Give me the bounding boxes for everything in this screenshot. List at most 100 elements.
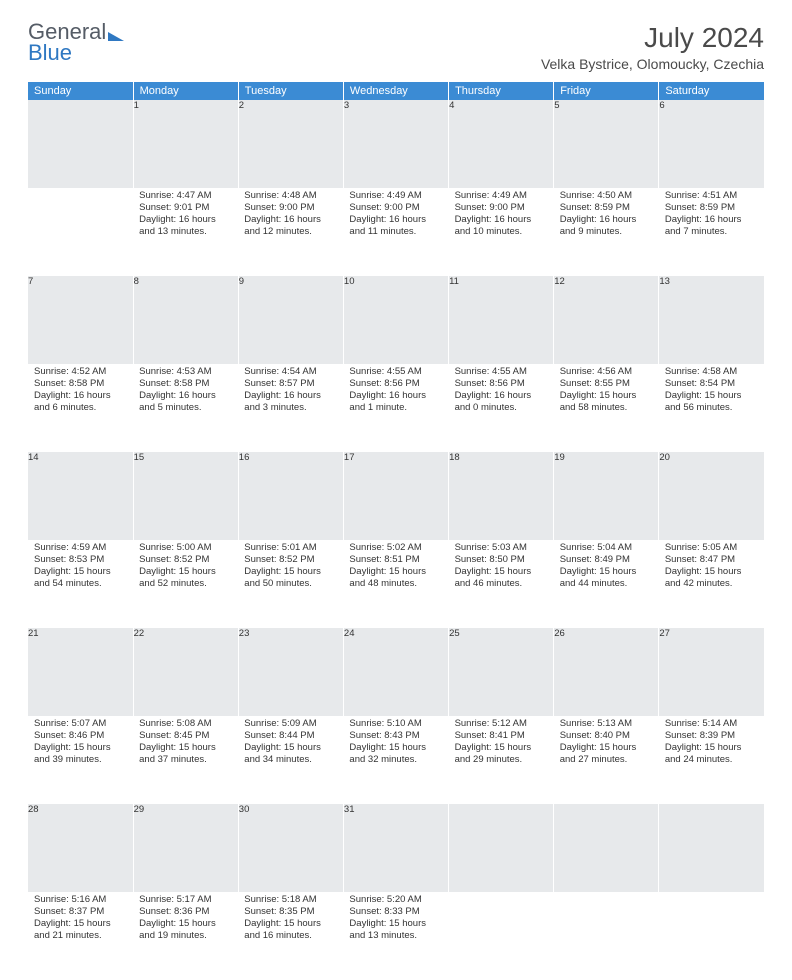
sunset-text: Sunset: 8:56 PM	[455, 378, 548, 390]
sunrise-text: Sunrise: 5:13 AM	[560, 718, 653, 730]
weekday-header: Tuesday	[238, 82, 343, 100]
day-cell: Sunrise: 5:09 AMSunset: 8:44 PMDaylight:…	[238, 716, 343, 804]
sunset-text: Sunset: 8:58 PM	[139, 378, 232, 390]
day-cell: Sunrise: 5:02 AMSunset: 8:51 PMDaylight:…	[343, 540, 448, 628]
day-detail-row: Sunrise: 4:47 AMSunset: 9:01 PM Daylight:…	[28, 188, 764, 276]
daylight-text: Daylight: 15 hours and 54 minutes.	[34, 566, 127, 590]
daylight-text: Daylight: 16 hours and 0 minutes.	[455, 390, 548, 414]
day-number: 31	[343, 804, 448, 892]
title-block: July 2024 Velka Bystrice, Olomoucky, Cze…	[541, 22, 764, 72]
sunset-text: Sunset: 8:56 PM	[349, 378, 442, 390]
weekday-header: Wednesday	[343, 82, 448, 100]
day-number: 13	[659, 276, 764, 364]
day-cell: Sunrise: 4:50 AMSunset: 8:59 PMDaylight:…	[554, 188, 659, 276]
sunset-text: Sunset: 8:40 PM	[560, 730, 653, 742]
day-cell: Sunrise: 4:58 AMSunset: 8:54 PMDaylight:…	[659, 364, 764, 452]
day-number: 3	[343, 100, 448, 188]
daylight-text: Daylight: 16 hours and 10 minutes.	[455, 214, 548, 238]
daylight-text: Daylight: 15 hours and 29 minutes.	[455, 742, 548, 766]
sunset-text: Sunset: 8:36 PM	[139, 906, 232, 918]
daylight-text: Daylight: 16 hours and 9 minutes.	[560, 214, 653, 238]
daylight-text: Daylight: 15 hours and 27 minutes.	[560, 742, 653, 766]
weekday-header: Sunday	[28, 82, 133, 100]
day-cell: Sunrise: 5:04 AMSunset: 8:49 PMDaylight:…	[554, 540, 659, 628]
sunrise-text: Sunrise: 5:09 AM	[244, 718, 337, 730]
sunset-text: Sunset: 8:53 PM	[34, 554, 127, 566]
sunset-text: Sunset: 8:47 PM	[665, 554, 758, 566]
day-number	[659, 804, 764, 892]
sunrise-text: Sunrise: 4:47 AM	[139, 190, 232, 202]
day-cell: Sunrise: 5:18 AMSunset: 8:35 PMDaylight:…	[238, 892, 343, 980]
day-number: 23	[238, 628, 343, 716]
sunset-text: Sunset: 8:43 PM	[349, 730, 442, 742]
daylight-text: Daylight: 15 hours and 46 minutes.	[455, 566, 548, 590]
sunset-text: Sunset: 8:44 PM	[244, 730, 337, 742]
day-number	[28, 100, 133, 188]
sunrise-text: Sunrise: 5:02 AM	[349, 542, 442, 554]
day-cell: Sunrise: 5:07 AMSunset: 8:46 PMDaylight:…	[28, 716, 133, 804]
sunrise-text: Sunrise: 4:53 AM	[139, 366, 232, 378]
sunrise-text: Sunrise: 4:54 AM	[244, 366, 337, 378]
sunrise-text: Sunrise: 5:05 AM	[665, 542, 758, 554]
day-number: 7	[28, 276, 133, 364]
day-number: 2	[238, 100, 343, 188]
day-cell: Sunrise: 4:51 AMSunset: 8:59 PMDaylight:…	[659, 188, 764, 276]
daylight-text: Daylight: 15 hours and 56 minutes.	[665, 390, 758, 414]
sunrise-text: Sunrise: 5:17 AM	[139, 894, 232, 906]
day-number: 18	[449, 452, 554, 540]
daylight-text: Daylight: 15 hours and 39 minutes.	[34, 742, 127, 766]
day-cell: Sunrise: 5:12 AMSunset: 8:41 PMDaylight:…	[449, 716, 554, 804]
daylight-text: Daylight: 15 hours and 50 minutes.	[244, 566, 337, 590]
daylight-text: Daylight: 15 hours and 19 minutes.	[139, 918, 232, 942]
daylight-text: Daylight: 16 hours and 1 minute.	[349, 390, 442, 414]
day-number: 10	[343, 276, 448, 364]
daylight-text: Daylight: 15 hours and 48 minutes.	[349, 566, 442, 590]
sunrise-text: Sunrise: 5:18 AM	[244, 894, 337, 906]
day-cell: Sunrise: 4:53 AMSunset: 8:58 PMDaylight:…	[133, 364, 238, 452]
weekday-header: Saturday	[659, 82, 764, 100]
sunrise-text: Sunrise: 4:56 AM	[560, 366, 653, 378]
day-number: 8	[133, 276, 238, 364]
sunset-text: Sunset: 8:58 PM	[34, 378, 127, 390]
sunrise-text: Sunrise: 5:12 AM	[455, 718, 548, 730]
day-number: 28	[28, 804, 133, 892]
day-number: 29	[133, 804, 238, 892]
day-number: 1	[133, 100, 238, 188]
daylight-text: Daylight: 15 hours and 52 minutes.	[139, 566, 232, 590]
day-cell: Sunrise: 5:00 AMSunset: 8:52 PMDaylight:…	[133, 540, 238, 628]
day-detail-row: Sunrise: 5:16 AMSunset: 8:37 PMDaylight:…	[28, 892, 764, 980]
day-cell: Sunrise: 5:14 AMSunset: 8:39 PMDaylight:…	[659, 716, 764, 804]
daylight-text: Daylight: 16 hours and 3 minutes.	[244, 390, 337, 414]
sunset-text: Sunset: 9:00 PM	[244, 202, 337, 214]
daylight-text: Daylight: 15 hours and 13 minutes.	[349, 918, 442, 942]
sunset-text: Sunset: 8:51 PM	[349, 554, 442, 566]
day-number-row: 21222324252627	[28, 628, 764, 716]
sunset-text: Sunset: 8:59 PM	[665, 202, 758, 214]
day-number: 11	[449, 276, 554, 364]
day-cell: Sunrise: 5:13 AMSunset: 8:40 PMDaylight:…	[554, 716, 659, 804]
day-cell: Sunrise: 5:10 AMSunset: 8:43 PMDaylight:…	[343, 716, 448, 804]
daylight-text: Daylight: 16 hours and 6 minutes.	[34, 390, 127, 414]
day-cell: Sunrise: 4:55 AMSunset: 8:56 PMDaylight:…	[343, 364, 448, 452]
sunset-text: Sunset: 9:01 PM	[139, 202, 232, 214]
sunrise-text: Sunrise: 4:52 AM	[34, 366, 127, 378]
page-title: July 2024	[541, 22, 764, 54]
sunrise-text: Sunrise: 4:58 AM	[665, 366, 758, 378]
sunset-text: Sunset: 8:55 PM	[560, 378, 653, 390]
day-cell	[449, 892, 554, 980]
day-number	[449, 804, 554, 892]
day-number: 21	[28, 628, 133, 716]
day-number: 16	[238, 452, 343, 540]
location: Velka Bystrice, Olomoucky, Czechia	[541, 56, 764, 72]
sunrise-text: Sunrise: 4:49 AM	[349, 190, 442, 202]
day-cell: Sunrise: 4:49 AMSunset: 9:00 PMDaylight:…	[343, 188, 448, 276]
daylight-text: Daylight: 16 hours and 11 minutes.	[349, 214, 442, 238]
daylight-text: Daylight: 15 hours and 24 minutes.	[665, 742, 758, 766]
day-number: 27	[659, 628, 764, 716]
logo-blue: Blue	[28, 43, 124, 64]
day-number: 26	[554, 628, 659, 716]
day-cell: Sunrise: 4:47 AMSunset: 9:01 PMDaylight:…	[133, 188, 238, 276]
sunrise-text: Sunrise: 4:55 AM	[349, 366, 442, 378]
sunrise-text: Sunrise: 4:59 AM	[34, 542, 127, 554]
daylight-text: Daylight: 15 hours and 44 minutes.	[560, 566, 653, 590]
